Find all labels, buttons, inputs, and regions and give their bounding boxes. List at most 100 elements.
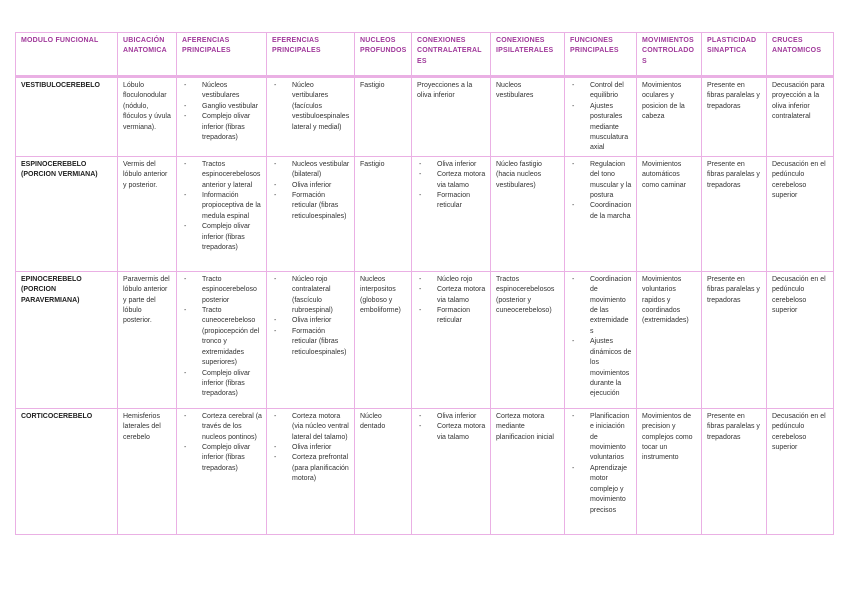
cell-eferencias: Nucleos vestibular (bilateral)Oliva infe…	[266, 155, 355, 272]
list-item: Complejo olivar inferior (fibras trepado…	[182, 443, 262, 474]
cell-plasticidad: Presente en fibras paralelas y trepadora…	[701, 155, 767, 272]
table-row: ESPINOCEREBELO (PORCION VERMIANA) Vermis …	[15, 155, 834, 272]
list-item: Complejo olivar inferior (fibras trepado…	[182, 112, 262, 143]
bullet-list: Núcleo vertibulares (facículos vestibulo…	[272, 81, 350, 133]
list-item: Corteza cerebral (a través de los nucleo…	[182, 412, 262, 443]
cell-nucleos-profundos: Fastigio	[354, 76, 412, 157]
header-aferencias: AFERENCIAS PRINCIPALES	[176, 32, 267, 77]
cell-eferencias: Corteza motora (via núcleo ventral later…	[266, 407, 355, 535]
cell-modulo-funcional: VESTIBULOCEREBELO	[15, 76, 118, 157]
cell-aferencias: Tracto espinocerebeloso posteriorTracto …	[176, 270, 267, 409]
list-item: Tracto espinocerebeloso posterior	[182, 275, 262, 306]
list-item: Formacion reticular	[417, 306, 486, 327]
cell-conexiones-contralaterales: Oliva inferiorCorteza motora via talamoF…	[411, 155, 491, 272]
cell-aferencias: Corteza cerebral (a través de los nucleo…	[176, 407, 267, 535]
cell-nucleos-profundos: Fastigio	[354, 155, 412, 272]
cerebellum-modules-table: MODULO FUNCIONAL UBICACIÓN ANATOMICA AFERE…	[15, 32, 834, 535]
list-item: Oliva inferior	[272, 181, 350, 192]
cell-plasticidad: Presente en fibras paralelas y trepadora…	[701, 76, 767, 157]
bullet-list: Nucleos vestibular (bilateral)Oliva infe…	[272, 160, 350, 222]
cell-conexiones-ipsilaterales: Núcleo fastigio (hacia nucleos vestibula…	[490, 155, 565, 272]
cell-conexiones-ipsilaterales: Corteza motora mediante planificacion in…	[490, 407, 565, 535]
list-item: Corteza prefrontal (para planificación m…	[272, 453, 350, 484]
list-item: Tractos espinocerebelosos anterior y lat…	[182, 160, 262, 191]
list-item: Corteza motora via talamo	[417, 170, 486, 191]
cell-conexiones-ipsilaterales: Tractos espinocerebelosos (posterior y c…	[490, 270, 565, 409]
list-item: Información propioceptiva de la medula e…	[182, 191, 262, 222]
list-item: Corteza motora via talamo	[417, 285, 486, 306]
cell-conexiones-ipsilaterales: Nucleos vestibulares	[490, 76, 565, 157]
cell-nucleos-profundos: Nucleos interpositos (globoso y embolifo…	[354, 270, 412, 409]
cell-conexiones-contralaterales: Proyecciones a la oliva inferior	[411, 76, 491, 157]
list-item: Aprendizaje motor complejo y movimiento …	[570, 464, 632, 516]
list-item: Coordinacion de movimiento de las extrem…	[570, 275, 632, 337]
bullet-list: Tracto espinocerebeloso posteriorTracto …	[182, 275, 262, 400]
list-item: Coordinacion de la marcha	[570, 201, 632, 222]
list-item: Formación reticular (fibras reticuloespi…	[272, 191, 350, 222]
header-plasticidad: PLASTICIDAD SINAPTICA	[701, 32, 767, 77]
list-item: Control del equilibrio	[570, 81, 632, 102]
list-item: Planificacion e iniciación de movimiento…	[570, 412, 632, 464]
cell-plasticidad: Presente en fibras paralelas y trepadora…	[701, 270, 767, 409]
cell-movimientos: Movimientos oculares y posicion de la ca…	[636, 76, 702, 157]
bullet-list: Núcleo rojoCorteza motora via talamoForm…	[417, 275, 486, 327]
bullet-list: Coordinacion de movimiento de las extrem…	[570, 275, 632, 400]
cell-ubicacion-anatomica: Lóbulo floculonodular (nódulo, flóculos …	[117, 76, 177, 157]
table-row: CORTICOCEREBELO Hemisferios laterales del…	[15, 407, 834, 535]
bullet-list: Regulacion del tono muscular y la postur…	[570, 160, 632, 222]
cell-funciones: Regulacion del tono muscular y la postur…	[564, 155, 637, 272]
header-row: MODULO FUNCIONAL UBICACIÓN ANATOMICA AFERE…	[15, 32, 834, 77]
header-funciones: FUNCIONES PRINCIPALES	[564, 32, 637, 77]
header-eferencias: EFERENCIAS PRINCIPALES	[266, 32, 355, 77]
bullet-list: Núcleos vestibularesGanglio vestibularCo…	[182, 81, 262, 143]
list-item: Tracto cuneocerebeloso (propiocepción de…	[182, 306, 262, 368]
cell-funciones: Coordinacion de movimiento de las extrem…	[564, 270, 637, 409]
cell-funciones: Control del equilibrioAjustes posturales…	[564, 76, 637, 157]
bullet-list: Núcleo rojo contralateral (fascículo rub…	[272, 275, 350, 358]
header-ubicacion-anatomica: UBICACIÓN ANATOMICA	[117, 32, 177, 77]
bullet-list: Tractos espinocerebelosos anterior y lat…	[182, 160, 262, 254]
bullet-list: Oliva inferiorCorteza motora via talamoF…	[417, 160, 486, 212]
header-conexiones-contralaterales: CONEXIONES CONTRALATERALES	[411, 32, 491, 77]
list-item: Núcleos vestibulares	[182, 81, 262, 102]
header-cruces: CRUCES ANATOMICOS	[766, 32, 834, 77]
cell-nucleos-profundos: Núcleo dentado	[354, 407, 412, 535]
list-item: Oliva inferior	[417, 412, 486, 423]
cell-movimientos: Movimientos de precision y complejos com…	[636, 407, 702, 535]
cell-ubicacion-anatomica: Paravermis del lóbulo anterior y parte d…	[117, 270, 177, 409]
list-item: Oliva inferior	[417, 160, 486, 171]
cell-cruces: Decusación en el pedúnculo cerebeloso su…	[766, 270, 834, 409]
cell-cruces: Decusación para proyección a la oliva in…	[766, 76, 834, 157]
cell-movimientos: Movimientos voluntarios rapidos y coordi…	[636, 270, 702, 409]
table-row: EPINOCEREBELO (PORCION PARAVERMIANA) Para…	[15, 270, 834, 409]
list-item: Oliva inferior	[272, 443, 350, 454]
cell-funciones: Planificacion e iniciación de movimiento…	[564, 407, 637, 535]
list-item: Corteza motora via talamo	[417, 422, 486, 443]
list-item: Núcleo vertibulares (facículos vestibulo…	[272, 81, 350, 133]
bullet-list: Planificacion e iniciación de movimiento…	[570, 412, 632, 516]
header-modulo-funcional: MODULO FUNCIONAL	[15, 32, 118, 77]
list-item: Corteza motora (via núcleo ventral later…	[272, 412, 350, 443]
table-row: VESTIBULOCEREBELO Lóbulo floculonodular (…	[15, 76, 834, 157]
cell-cruces: Decusación en el pedúnculo cerebeloso su…	[766, 407, 834, 535]
cell-cruces: Decusación en el pedúnculo cerebeloso su…	[766, 155, 834, 272]
cell-ubicacion-anatomica: Hemisferios laterales del cerebelo	[117, 407, 177, 535]
list-item: Complejo olivar inferior (fibras trepado…	[182, 369, 262, 400]
cell-plasticidad: Presente en fibras paralelas y trepadora…	[701, 407, 767, 535]
list-item: Nucleos vestibular (bilateral)	[272, 160, 350, 181]
cell-movimientos: Movimientos automáticos como caminar	[636, 155, 702, 272]
cell-aferencias: Tractos espinocerebelosos anterior y lat…	[176, 155, 267, 272]
list-item: Núcleo rojo	[417, 275, 486, 286]
list-item: Ganglio vestibular	[182, 102, 262, 113]
list-item: Formación reticular (fibras reticuloespi…	[272, 327, 350, 358]
cell-modulo-funcional: ESPINOCEREBELO (PORCION VERMIANA)	[15, 155, 118, 272]
list-item: Ajustes posturales mediante musculatura …	[570, 102, 632, 154]
list-item: Regulacion del tono muscular y la postur…	[570, 160, 632, 202]
list-item: Formacion reticular	[417, 191, 486, 212]
cell-eferencias: Núcleo rojo contralateral (fascículo rub…	[266, 270, 355, 409]
header-conexiones-ipsilaterales: CONEXIONES IPSILATERALES	[490, 32, 565, 77]
cell-conexiones-contralaterales: Núcleo rojoCorteza motora via talamoForm…	[411, 270, 491, 409]
cell-ubicacion-anatomica: Vermis del lóbulo anterior y posterior.	[117, 155, 177, 272]
cell-modulo-funcional: EPINOCEREBELO (PORCION PARAVERMIANA)	[15, 270, 118, 409]
cell-eferencias: Núcleo vertibulares (facículos vestibulo…	[266, 76, 355, 157]
